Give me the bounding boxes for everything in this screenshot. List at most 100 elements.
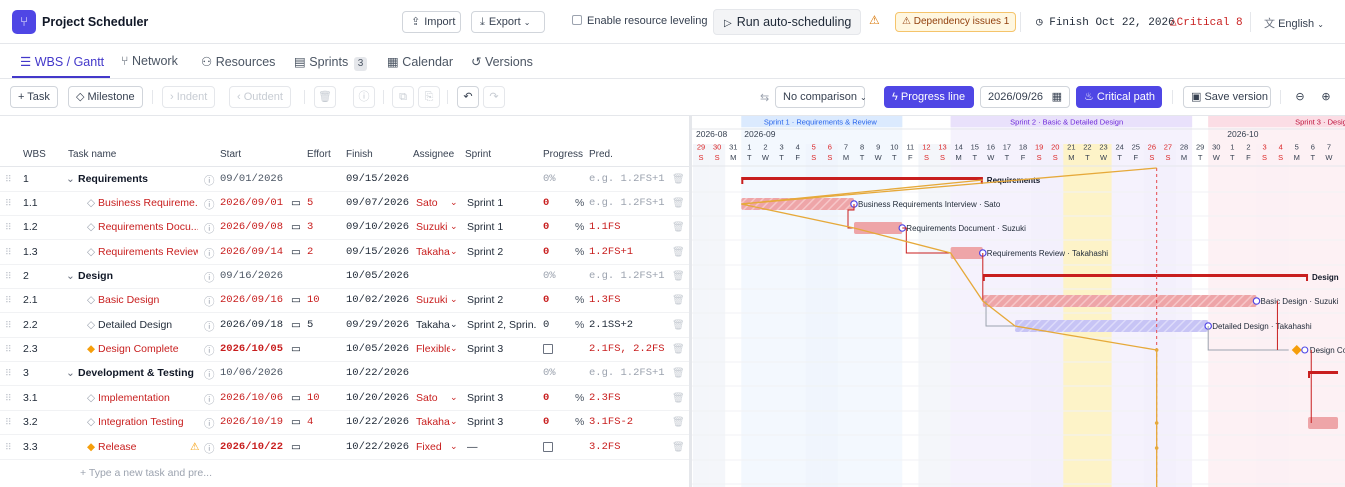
start-cell[interactable]: 2026/10/05 [220,343,284,355]
delete-row-icon[interactable]: 🗑 [672,442,685,453]
start-cell[interactable]: 2026/09/18 [220,319,284,331]
assignee-cell[interactable]: Fixed [416,441,442,453]
task-name-cell[interactable]: Detailed Design [98,319,173,331]
chevron-down-icon[interactable]: ⌄ [450,392,458,402]
milestone-design-complete-icon[interactable] [1291,345,1302,355]
summary-bar-design[interactable] [982,274,1309,277]
bar-detailed-design[interactable] [1015,320,1209,332]
assignee-cell[interactable]: Flexible [416,343,450,355]
critical-count-label[interactable]: △Critical 8 [1170,17,1243,29]
sprint-cell[interactable]: Sprint 3 [467,343,504,355]
pane-splitter[interactable] [689,116,692,487]
pred-cell[interactable]: e.g. 1.2FS+1 [589,367,665,379]
pred-cell[interactable]: 1.2FS+1 [589,246,634,258]
delete-row-icon[interactable]: 🗑 [672,222,685,233]
run-auto-scheduling-button[interactable]: ▷ Run auto-scheduling [713,9,861,35]
progress-cell[interactable]: 0 [543,294,550,306]
calendar-icon[interactable]: ▭ [291,441,301,453]
delete-row-icon[interactable]: 🗑 [672,417,685,428]
table-row[interactable]: ⠿ 3.1 ◇ Implementation ⓘ 2026/10/06 ▭ 10 10/20/2… [0,387,690,411]
drag-handle-icon[interactable]: ⠿ [5,271,12,281]
progress-cell[interactable]: 0 [543,197,550,209]
resource-leveling-checkbox[interactable] [572,15,582,25]
pred-cell[interactable]: e.g. 1.2FS+1 [589,173,665,185]
drag-handle-icon[interactable]: ⠿ [5,295,12,305]
delete-row-icon[interactable]: 🗑 [672,174,685,185]
table-row[interactable]: ⠿ 2.3 ◆ Design Complete ⓘ 2026/10/05 ▭ 10/05/20… [0,338,690,362]
redo-icon[interactable]: ↷ [483,86,505,108]
save-version-button[interactable]: ▣ Save version [1183,86,1271,108]
delete-row-icon[interactable]: 🗑 [672,198,685,209]
progress-cell[interactable]: 0 [543,246,550,258]
delete-row-icon[interactable]: 🗑 [672,393,685,404]
chevron-down-icon[interactable]: ⌄ [66,173,75,185]
sprint-cell[interactable]: Sprint 1 [467,221,504,233]
language-select[interactable]: 文 English ⌄ [1264,18,1324,30]
table-row[interactable]: ⠿ 2.1 ◇ Basic Design ⓘ 2026/09/16 ▭ 10 10/02/202… [0,289,690,313]
effort-cell[interactable]: 10 [307,294,320,306]
task-name-cell[interactable]: Requirements Docu... [98,221,198,233]
task-name-cell[interactable]: Requirements [78,173,149,185]
table-row[interactable]: ⠿ 1.2 ◇ Requirements Docu... ⓘ 2026/09/08 ▭ 3 09… [0,216,690,240]
pred-cell[interactable]: 3.1FS-2 [589,416,634,428]
progress-cell[interactable]: 0 [543,392,550,404]
calendar-icon[interactable]: ▭ [291,246,301,258]
task-name-cell[interactable]: Integration Testing [98,416,184,428]
pred-cell[interactable]: 1.3FS [589,294,621,306]
tab-calendar[interactable]: ▦ Calendar [387,55,454,69]
paste-icon[interactable]: ⎘ [418,86,440,108]
chevron-down-icon[interactable]: ⌄ [450,343,458,353]
progress-cell[interactable]: 0 [543,221,550,233]
drag-handle-icon[interactable]: ⠿ [5,174,12,184]
bar-basic-design[interactable] [982,295,1257,307]
add-task-button[interactable]: + Task [10,86,58,108]
sprint-cell[interactable]: Sprint 1 [467,197,504,209]
calendar-icon[interactable]: ▭ [291,294,301,306]
pred-cell[interactable]: 3.2FS [589,441,621,453]
summary-bar-requirements[interactable] [741,177,983,180]
info-icon[interactable]: ⓘ [353,86,375,108]
pred-cell[interactable]: e.g. 1.2FS+1 [589,197,665,209]
drag-handle-icon[interactable]: ⠿ [5,198,12,208]
zoom-in-icon[interactable]: ⊕ [1315,86,1337,108]
start-cell[interactable]: 2026/09/08 [220,221,284,233]
start-cell[interactable]: 2026/09/14 [220,246,284,258]
table-row[interactable]: ⠿ 3.3 ◆ Release ⚠ ⓘ 2026/10/22 ▭ 10/22/2026 Fixed… [0,436,690,460]
progress-cell[interactable]: 0 [543,319,550,331]
export-button[interactable]: ⤓ Export ⌄ [471,11,545,33]
chevron-down-icon[interactable]: ⌄ [66,367,75,379]
task-name-cell[interactable]: Implementation [98,392,170,404]
task-name-cell[interactable]: Development & Testing [78,367,194,379]
pred-cell[interactable]: 2.1SS+2 [589,319,634,331]
calendar-icon[interactable]: ▭ [291,197,301,209]
tab-resources[interactable]: ⚇ Resources [201,55,276,69]
sprint-cell[interactable]: — [467,441,478,453]
table-row[interactable]: ⠿ 3 ⌄ Development & Testing ⓘ 10/06/2026 10/22… [0,362,690,386]
calendar-icon[interactable]: ▭ [291,392,301,404]
progress-date-input[interactable]: 2026/09/26 ▦ [980,86,1070,108]
progress-line-toggle[interactable]: ϟ Progress line [884,86,974,108]
tab-versions[interactable]: ↺ Versions [471,55,533,69]
done-checkbox[interactable] [543,442,553,452]
import-button[interactable]: ⇪ Import [402,11,461,33]
tab-wbs-gantt[interactable]: ☰ WBS / Gantt [20,55,105,69]
drag-handle-icon[interactable]: ⠿ [5,320,12,330]
delete-row-icon[interactable]: 🗑 [672,368,685,379]
chevron-down-icon[interactable]: ⌄ [450,441,458,451]
assignee-cell[interactable]: Takahas [416,416,450,428]
pred-cell[interactable]: 2.3FS [589,392,621,404]
assignee-cell[interactable]: Takahas [416,246,450,258]
drag-handle-icon[interactable]: ⠿ [5,393,12,403]
table-row[interactable]: ⠿ 1 ⌄ Requirements ⓘ 09/01/2026 09/15/2026 0% e.… [0,168,690,192]
summary-bar-dev[interactable] [1308,371,1339,374]
table-row[interactable]: ⠿ 1.3 ◇ Requirements Review ⓘ 2026/09/14 ▭ 2 09/… [0,241,690,265]
tab-sprints[interactable]: ▤ Sprints 3 [294,54,368,71]
indent-button[interactable]: › Indent [162,86,216,108]
task-name-cell[interactable]: Design [78,270,114,282]
milestone-handle[interactable] [1301,346,1309,354]
chevron-down-icon[interactable]: ⌄ [450,197,458,207]
task-name-cell[interactable]: Release [98,441,137,453]
table-row[interactable]: ⠿ 2 ⌄ Design ⓘ 09/16/2026 10/05/2026 0% e.g. 1.2… [0,265,690,289]
delete-row-icon[interactable]: 🗑 [672,344,685,355]
zoom-out-icon[interactable]: ⊖ [1289,86,1311,108]
